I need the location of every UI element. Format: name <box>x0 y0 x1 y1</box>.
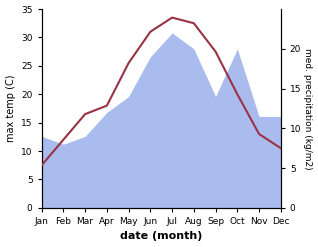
X-axis label: date (month): date (month) <box>120 231 203 242</box>
Y-axis label: med. precipitation (kg/m2): med. precipitation (kg/m2) <box>303 48 313 169</box>
Y-axis label: max temp (C): max temp (C) <box>5 75 16 142</box>
